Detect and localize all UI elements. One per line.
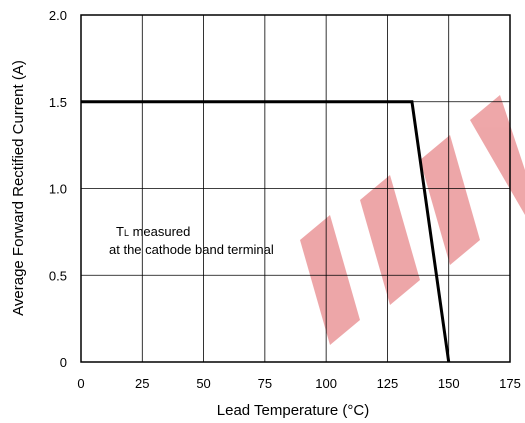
x-tick-label: 125 (377, 376, 399, 391)
y-tick-label: 0 (60, 355, 67, 370)
y-tick-label: 1.5 (49, 95, 67, 110)
x-tick-label: 175 (499, 376, 521, 391)
watermark-logo (300, 95, 525, 345)
y-tick-label: 2.0 (49, 8, 67, 23)
x-tick-label: 100 (315, 376, 337, 391)
x-tick-label: 150 (438, 376, 460, 391)
y-tick-label: 0.5 (49, 268, 67, 283)
watermark-stripe (300, 215, 360, 345)
watermark-stripe (360, 175, 420, 305)
y-tick-label: 1.0 (49, 182, 67, 197)
annotation-line-2: at the cathode band terminal (109, 242, 274, 257)
x-tick-label: 25 (135, 376, 149, 391)
series-group (81, 100, 451, 363)
grid (81, 15, 510, 362)
x-tick-labels: 0 25 50 75 100 125 150 175 (77, 376, 520, 391)
x-tick-label: 50 (196, 376, 210, 391)
watermark-stripe (470, 95, 525, 215)
watermark-stripe (420, 135, 480, 265)
y-tick-labels: 0 0.5 1.0 1.5 2.0 (49, 8, 67, 370)
x-tick-label: 0 (77, 376, 84, 391)
y-axis-label: Average Forward Rectified Current (A) (10, 60, 27, 316)
x-tick-label: 75 (258, 376, 272, 391)
series-line (81, 100, 451, 363)
plot-frame (80, 14, 511, 363)
x-axis-label: Lead Temperature (°C) (217, 402, 369, 419)
annotation-line-1: TL measured (116, 224, 190, 239)
